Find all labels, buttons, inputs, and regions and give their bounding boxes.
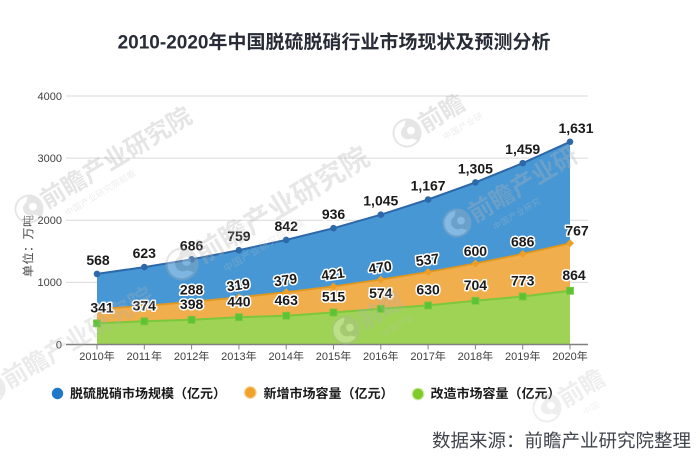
svg-text:2011: 2011: [127, 351, 151, 363]
svg-text:2010-2020: 2010-2020: [118, 33, 209, 54]
svg-text:2013: 2013: [221, 351, 245, 363]
svg-text:398: 398: [180, 296, 204, 312]
svg-text:2012: 2012: [174, 351, 198, 363]
svg-text:704: 704: [464, 277, 488, 293]
svg-text:2020: 2020: [552, 351, 576, 363]
svg-text:630: 630: [416, 282, 440, 298]
svg-text:421: 421: [320, 264, 346, 283]
svg-text:515: 515: [322, 289, 346, 305]
svg-text:2016: 2016: [363, 351, 387, 363]
svg-text:2000: 2000: [38, 215, 62, 227]
svg-text:440: 440: [227, 293, 251, 309]
svg-text:2019: 2019: [505, 351, 529, 363]
svg-text:3000: 3000: [38, 153, 62, 165]
svg-text:1,167: 1,167: [411, 178, 446, 194]
svg-text:537: 537: [415, 250, 441, 269]
svg-text:4000: 4000: [38, 91, 62, 103]
svg-text:600: 600: [464, 243, 488, 259]
svg-text:470: 470: [367, 258, 393, 277]
svg-text:288: 288: [180, 281, 204, 297]
svg-text:2017: 2017: [410, 351, 434, 363]
svg-text:767: 767: [565, 223, 589, 239]
svg-text:568: 568: [86, 252, 110, 268]
svg-text:686: 686: [511, 233, 535, 249]
svg-text:1,459: 1,459: [505, 141, 540, 157]
svg-text:1,305: 1,305: [458, 160, 493, 176]
svg-text:319: 319: [226, 275, 252, 294]
svg-text:2018: 2018: [458, 351, 482, 363]
svg-text:2015: 2015: [316, 351, 340, 363]
svg-text:1,631: 1,631: [558, 120, 593, 136]
svg-text:2010: 2010: [79, 351, 103, 363]
svg-text:864: 864: [562, 267, 586, 283]
svg-text:379: 379: [273, 270, 299, 289]
svg-text:1000: 1000: [38, 277, 62, 289]
svg-text:2014: 2014: [268, 351, 292, 363]
svg-text:936: 936: [322, 206, 346, 222]
svg-text:623: 623: [133, 245, 157, 261]
svg-text:463: 463: [275, 292, 299, 308]
svg-text:773: 773: [511, 273, 535, 289]
svg-text:1,045: 1,045: [363, 193, 398, 209]
